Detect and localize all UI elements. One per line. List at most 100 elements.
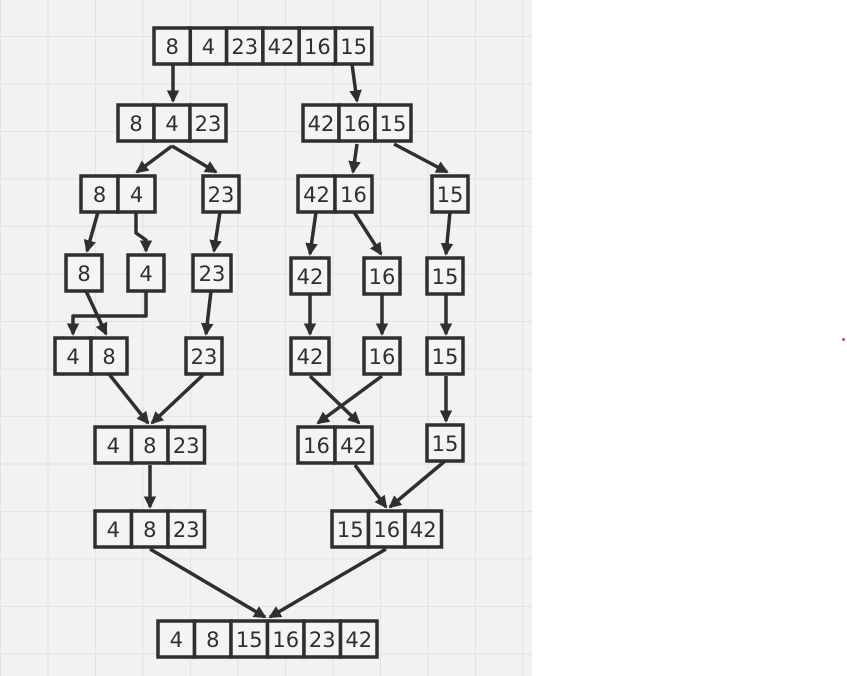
array-cell [188,103,228,143]
array-node-merged-15-16-42: 15 16 42 [330,509,444,549]
array-cell [330,509,371,549]
array-cell-value: 16 [344,112,371,136]
edge-split-42-16-to-leaf-16 [352,211,383,256]
edge-split-right-to-split-15 [393,142,449,174]
edge-split-right-to-split-42-16 [348,143,361,174]
array-node-merged-16-42: 16 42 [296,425,374,465]
array-cell-value: 8 [206,628,219,652]
array-cell-value: 15 [380,112,407,136]
array-node-carry-23: 23 [184,336,224,376]
array-cell-value: 8 [165,35,178,59]
array-cell-value: 4 [202,35,215,59]
array-node-split-right: 42 16 15 [301,103,413,143]
array-cell-value: 23 [173,518,200,542]
array-node-split-42-16: 42 16 [296,174,374,214]
array-cell [265,619,306,659]
array-cell-value: 4 [165,112,178,136]
edge-carry-15-b-to-merged-15-16-42 [388,459,447,509]
edge-split-23-to-leaf-23 [209,211,222,253]
array-cell [126,253,166,293]
array-cell-value: 16 [304,35,331,59]
array-cell [333,26,374,66]
array-cell-value: 42 [303,183,330,207]
array-node-split-left: 8 4 23 [116,103,228,143]
array-cell-value: 4 [139,262,152,286]
edge-merged-15-16-42-to-final-sorted [268,547,387,619]
array-node-merged-4-8-23: 4 8 23 [93,425,207,465]
array-cell-value: 23 [199,262,226,286]
edge-split-left-to-split-8-4 [135,144,174,174]
array-cell [333,425,374,465]
array-cell-value: 4 [130,183,143,207]
array-cell [289,256,331,296]
array-cell [296,425,337,465]
array-cell-value: 42 [345,628,372,652]
edge-carry-23-to-merged-4-8-23 [150,372,206,425]
array-cell-value: 16 [369,345,396,369]
array-cell [430,174,470,214]
array-cell-value: 23 [195,112,222,136]
array-cell-value: 42 [308,112,335,136]
array-cell [53,336,93,376]
array-node-carry-42: 42 [289,336,331,376]
array-cell-value: 16 [369,265,396,289]
array-cell-value: 4 [170,628,183,652]
array-cell-value: 23 [309,628,336,652]
accent-dot [842,338,845,341]
array-cell [362,336,402,376]
edge-sorted-4-8-23-to-final-sorted [149,547,267,619]
array-node-leaf-4: 4 [126,253,166,293]
array-cell [425,336,465,376]
array-cell [184,336,224,376]
array-cell [224,26,265,66]
array-cell-value: 16 [340,183,367,207]
array-node-root: 8 4 23 42 16 15 [152,26,374,66]
edge-leaf-8-to-merged-4-8 [84,290,108,336]
edge-merged-16-42-to-merged-15-16-42 [353,463,388,509]
array-cell [425,256,465,296]
array-cell-value: 16 [373,518,400,542]
array-cell-value: 15 [437,183,464,207]
array-cell-value: 4 [107,434,120,458]
array-cell-value: 42 [297,345,324,369]
array-cell [188,26,229,66]
array-cell-value: 42 [340,434,367,458]
edge-carry-42-to-merged-16-42 [308,374,361,425]
array-cell-value: 42 [410,518,437,542]
edge-leaf-23-to-carry-23 [200,290,214,336]
array-cell [362,256,402,296]
array-cell [166,509,207,549]
edge-merged-4-8-to-merged-4-8-23 [107,372,150,425]
array-cell [338,619,379,659]
edges-layer [66,63,454,619]
array-cell [337,103,377,143]
edge-split-8-4-to-leaf-4 [134,212,153,253]
array-cell [191,253,233,293]
array-cell-value: 23 [173,434,200,458]
array-cell-value: 42 [268,35,295,59]
array-cell-value: 8 [129,112,142,136]
edge-split-left-to-split-23 [171,144,218,174]
edge-carry-16-to-merged-16-42 [316,374,384,425]
array-cell [333,174,374,214]
array-cell-value: 42 [297,265,324,289]
diagram-canvas: 8 4 23 42 16 15 8 4 23 42 16 15 8 4 23 42 16 15 8 4 23 42 16 15… [0,0,532,676]
array-node-leaf-42: 42 [289,256,331,296]
array-cell-value: 4 [66,345,79,369]
array-cell-value: 23 [231,35,258,59]
array-node-split-23: 23 [201,174,241,214]
array-cell-value: 15 [236,628,263,652]
array-cell-value: 23 [191,345,218,369]
array-cell-value: 8 [77,262,90,286]
array-cell [403,509,444,549]
edge-split-42-16-to-leaf-42 [305,211,318,256]
array-cell [425,423,465,463]
array-cell [152,26,193,66]
array-cell [302,619,343,659]
array-cell-value: 8 [102,345,115,369]
array-cell [89,336,129,376]
array-cell [166,425,207,465]
array-cell-value: 16 [303,434,330,458]
